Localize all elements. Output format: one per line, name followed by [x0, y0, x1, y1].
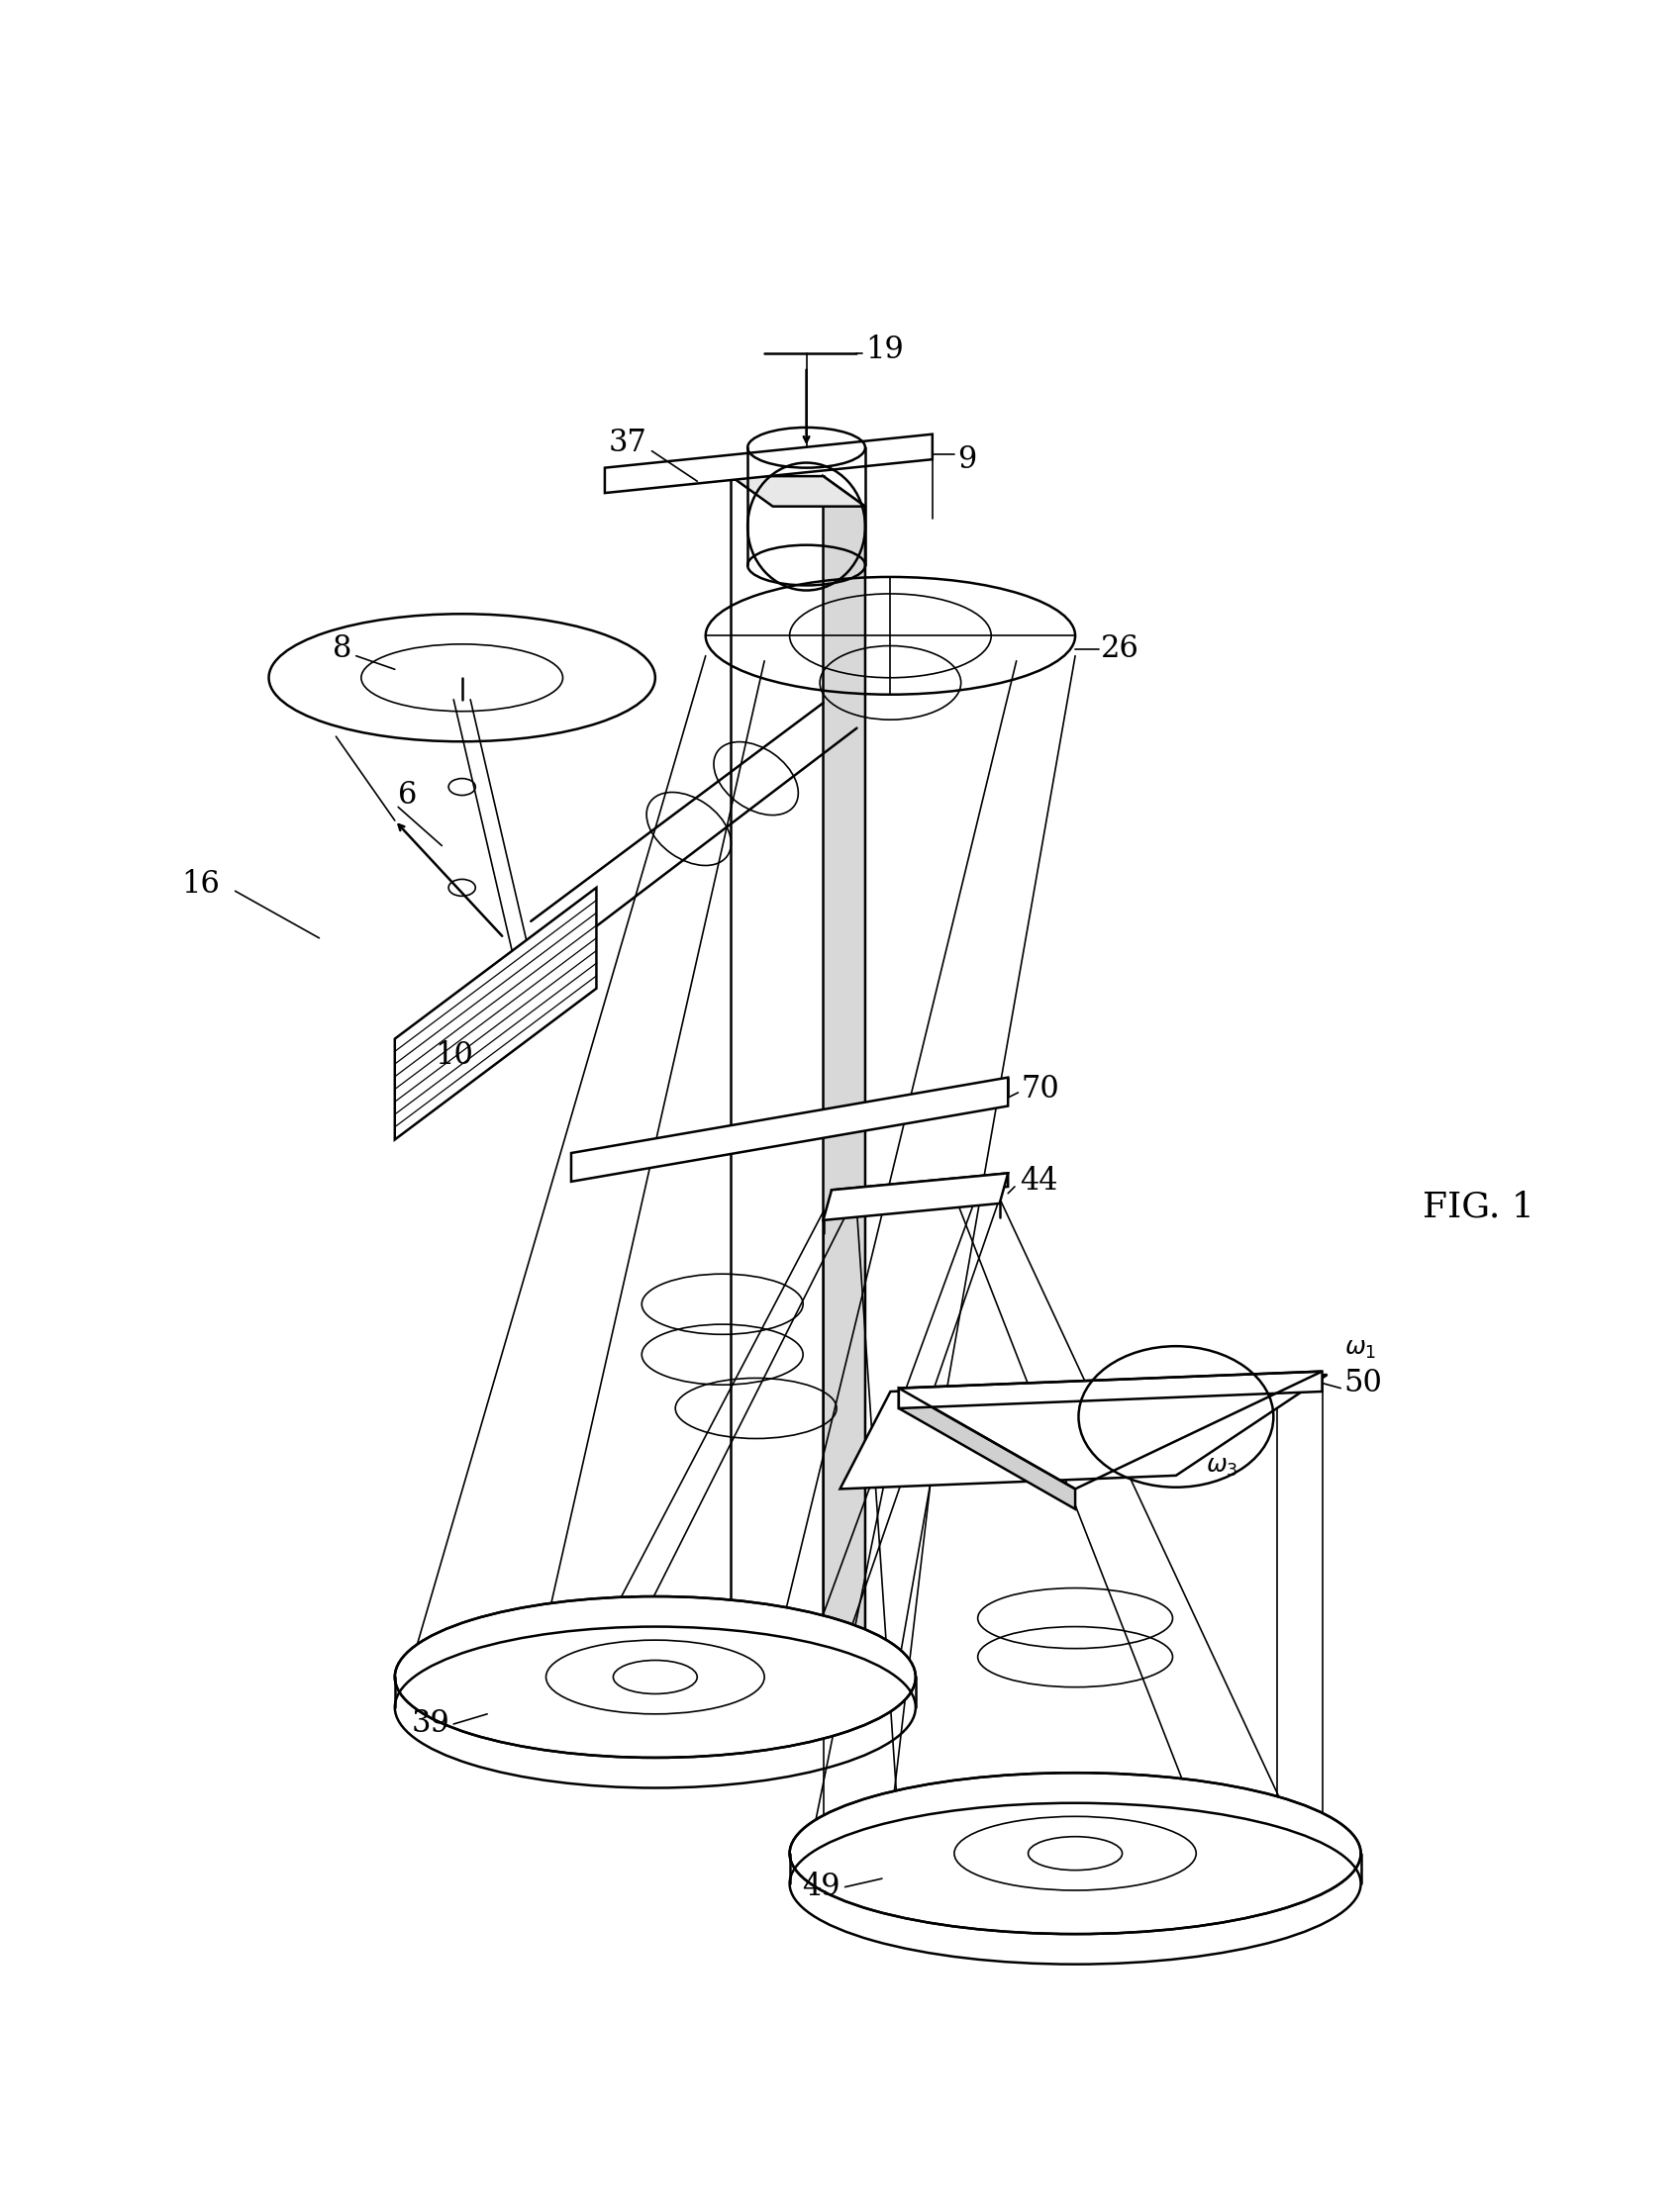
- Polygon shape: [899, 1371, 1322, 1409]
- Polygon shape: [571, 1077, 1008, 1181]
- Polygon shape: [823, 1172, 1008, 1221]
- Text: 8: 8: [333, 635, 351, 664]
- Ellipse shape: [395, 1597, 916, 1759]
- Polygon shape: [731, 476, 823, 1644]
- Text: $\omega_3$: $\omega_3$: [1206, 1455, 1238, 1478]
- Polygon shape: [395, 887, 596, 1139]
- Ellipse shape: [790, 1772, 1361, 1933]
- Text: 9: 9: [958, 445, 976, 476]
- Text: $\omega_1$: $\omega_1$: [1344, 1338, 1376, 1360]
- Text: 49: 49: [801, 1871, 840, 1902]
- Text: FIG. 1: FIG. 1: [1423, 1190, 1534, 1223]
- Text: 44: 44: [1020, 1166, 1058, 1197]
- Polygon shape: [899, 1389, 1075, 1509]
- Text: 37: 37: [608, 427, 647, 458]
- Text: 10: 10: [435, 1040, 474, 1071]
- Text: 6: 6: [398, 781, 417, 810]
- Text: 19: 19: [865, 334, 904, 365]
- Text: 50: 50: [1344, 1367, 1383, 1398]
- Text: 16: 16: [181, 869, 220, 900]
- Text: 26: 26: [1100, 635, 1139, 664]
- Text: 39: 39: [412, 1708, 450, 1739]
- Text: 70: 70: [1021, 1073, 1060, 1104]
- Polygon shape: [840, 1374, 1327, 1489]
- Polygon shape: [731, 476, 865, 507]
- Polygon shape: [605, 434, 932, 493]
- Polygon shape: [823, 476, 865, 1674]
- Polygon shape: [832, 1172, 1008, 1203]
